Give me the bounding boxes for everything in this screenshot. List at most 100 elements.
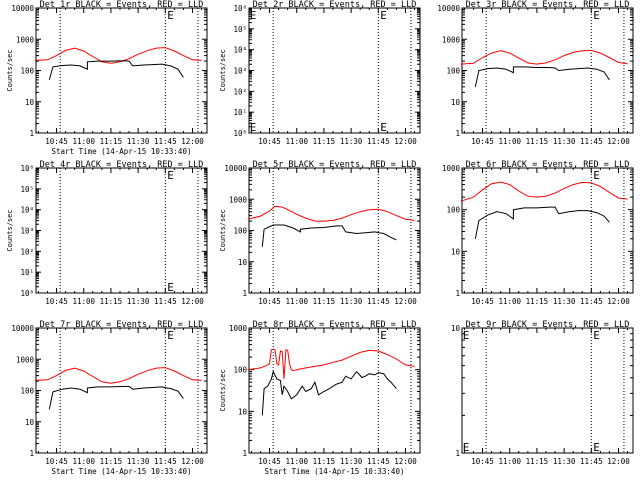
y-tick-label: 10 (25, 418, 35, 427)
x-tick-label: 12:00 (394, 457, 417, 466)
y-tick-label: 10⁶ (233, 4, 247, 13)
x-tick-label: 11:15 (100, 137, 123, 146)
panel-title: Det 7r BLACK = Events, RED = LLD (40, 320, 204, 330)
e-marker-label: E (167, 9, 174, 22)
plot-frame (35, 327, 208, 454)
lld-rate-line (34, 47, 202, 64)
x-tick-label: 11:15 (100, 297, 123, 306)
e-marker-label: E (463, 329, 470, 342)
x-tick-label: 11:00 (285, 137, 308, 146)
x-tick-label: 11:15 (313, 297, 336, 306)
y-tick-label: 10² (233, 87, 247, 96)
y-tick-label: 10² (20, 247, 34, 256)
x-tick-label: 11:30 (127, 457, 150, 466)
x-tick-label: 11:00 (498, 297, 521, 306)
detector-panel-9: Det 9r BLACK = Events, RED = LLD 1 10 10:45… (451, 320, 634, 466)
plot-frame (461, 167, 634, 294)
x-axis-label: Start Time (14-Apr-15 10:33:40) (265, 467, 405, 476)
detector-panel-7: Det 7r BLACK = Events, RED = LLD 1 10 100 10… (11, 320, 208, 476)
x-tick-label: 10:45 (258, 137, 281, 146)
panel-title: Det 8r BLACK = Events, RED = LLD (253, 320, 417, 330)
detector-panel-5: Det 5r BLACK = Events, RED = LLD 1 10 100 10… (219, 160, 421, 306)
y-axis-label: Counts/sec (6, 49, 14, 91)
detector-panel-3: Det 3r BLACK = Events, RED = LLD 1 10 100 10… (437, 0, 634, 146)
x-tick-label: 10:45 (45, 137, 68, 146)
y-tick-label: 10000 (11, 4, 34, 13)
plot-frame (35, 7, 208, 134)
y-tick-label: 10⁵ (233, 25, 247, 34)
y-tick-label: 10⁴ (20, 206, 34, 215)
x-tick-label: 10:45 (471, 137, 494, 146)
event-rate-line (474, 206, 610, 239)
y-tick-label: 1 (455, 289, 460, 298)
event-rate-line (261, 370, 397, 416)
x-tick-label: 11:30 (340, 457, 363, 466)
x-axis-label: Start Time (14-Apr-15 10:33:40) (52, 147, 192, 156)
x-tick-label: 11:30 (553, 297, 576, 306)
x-tick-label: 11:45 (367, 137, 390, 146)
x-tick-label: 11:30 (340, 297, 363, 306)
lld-rate-line (247, 205, 415, 222)
e-marker-label: E (167, 281, 174, 294)
plot-frame (35, 167, 208, 294)
y-tick-label: 10¹ (20, 268, 34, 277)
e-marker-label: E (593, 329, 600, 342)
x-tick-label: 12:00 (394, 137, 417, 146)
x-tick-label: 11:45 (154, 297, 177, 306)
y-tick-label: 10 (451, 247, 461, 256)
x-tick-label: 11:30 (553, 137, 576, 146)
x-tick-label: 11:30 (340, 137, 363, 146)
y-tick-label: 100 (20, 387, 34, 396)
x-tick-label: 11:00 (285, 457, 308, 466)
event-rate-line (261, 224, 397, 247)
detector-panel-2: Det 2r BLACK = Events, RED = LLD 10⁰ 10¹ 10… (219, 0, 421, 146)
x-tick-label: 12:00 (607, 297, 630, 306)
x-tick-label: 11:30 (127, 297, 150, 306)
panel-title: Det 6r BLACK = Events, RED = LLD (466, 160, 630, 170)
y-tick-label: 10⁵ (20, 185, 34, 194)
lld-rate-line (460, 181, 628, 202)
x-tick-label: 11:00 (72, 297, 95, 306)
lld-rate-line (34, 367, 202, 384)
lld-rate-line (460, 49, 628, 65)
y-tick-label: 10 (238, 407, 248, 416)
x-tick-label: 10:45 (45, 297, 68, 306)
e-marker-label: E (167, 329, 174, 342)
x-tick-label: 11:15 (100, 457, 123, 466)
x-tick-label: 11:45 (367, 457, 390, 466)
x-axis-label: Start Time (14-Apr-15 10:33:40) (52, 467, 192, 476)
y-tick-label: 1 (29, 449, 34, 458)
x-tick-label: 11:30 (127, 137, 150, 146)
y-tick-label: 10³ (233, 67, 247, 76)
y-axis-label: Counts/sec (219, 49, 227, 91)
x-tick-label: 12:00 (607, 457, 630, 466)
y-tick-label: 10000 (11, 324, 34, 333)
x-tick-label: 11:45 (580, 297, 603, 306)
y-tick-label: 10000 (224, 164, 247, 173)
e-marker-label: E (380, 9, 387, 22)
x-tick-label: 11:00 (72, 457, 95, 466)
x-tick-label: 11:15 (313, 137, 336, 146)
x-tick-label: 11:15 (526, 297, 549, 306)
e-marker-label: E (167, 169, 174, 182)
plot-frame (248, 327, 421, 454)
x-tick-label: 11:15 (526, 137, 549, 146)
lld-rate-line (247, 348, 415, 379)
y-tick-label: 1000 (229, 195, 248, 204)
y-tick-label: 1000 (442, 164, 461, 173)
x-tick-label: 10:45 (258, 457, 281, 466)
e-marker-label: E (250, 9, 257, 22)
x-tick-label: 11:00 (498, 137, 521, 146)
y-tick-label: 10⁴ (233, 46, 247, 55)
e-marker-label: E (380, 121, 387, 134)
y-tick-label: 10⁶ (20, 164, 34, 173)
e-marker-label: E (593, 441, 600, 454)
event-rate-line (48, 60, 184, 81)
panel-title: Det 1r BLACK = Events, RED = LLD (40, 0, 204, 10)
y-tick-label: 10 (451, 324, 461, 333)
panel-title: Det 4r BLACK = Events, RED = LLD (40, 160, 204, 170)
x-tick-label: 12:00 (607, 137, 630, 146)
y-tick-label: 10 (451, 98, 461, 107)
y-tick-label: 1000 (16, 355, 35, 364)
panel-title: Det 5r BLACK = Events, RED = LLD (253, 160, 417, 170)
